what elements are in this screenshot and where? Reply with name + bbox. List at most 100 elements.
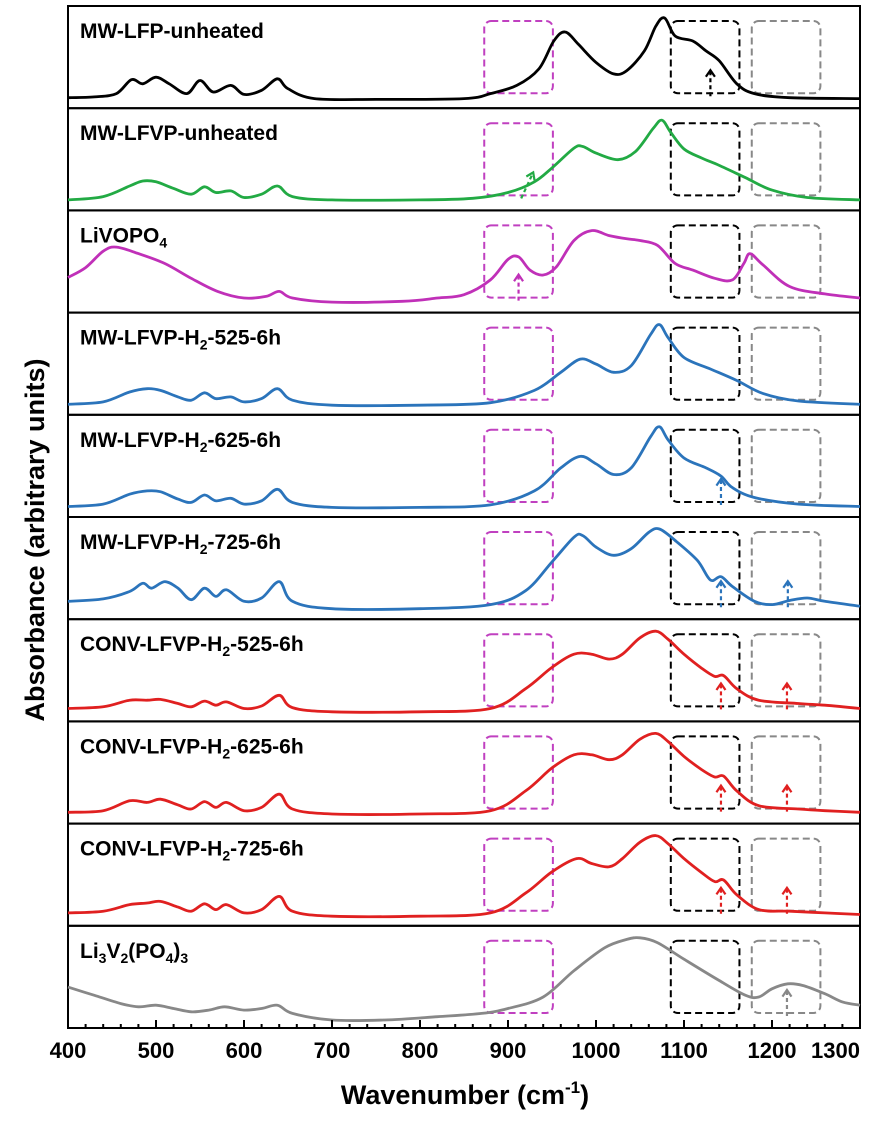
x-tick-label: 1100: [660, 1038, 708, 1063]
series-label-part: CONV-LFVP-H: [80, 838, 222, 861]
magenta-box: [483, 20, 554, 95]
black-box: [669, 633, 741, 708]
series-label: MW-LFVP-unheated: [80, 122, 278, 145]
x-tick-label: 1300: [811, 1038, 860, 1063]
series-label-part: -625-6h: [208, 429, 282, 452]
marker-arrow: [782, 579, 794, 608]
black-box: [669, 224, 741, 299]
series-label: LiVOPO4: [80, 224, 167, 250]
y-axis-label: Absorbance (arbitrary units): [20, 358, 50, 721]
series-label-part: -525-6h: [230, 633, 304, 656]
black-box: [669, 531, 741, 606]
gray-box: [750, 633, 822, 708]
series-label: CONV-LFVP-H2-525-6h: [80, 633, 304, 659]
gray-box: [750, 20, 822, 95]
magenta-box: [483, 224, 554, 299]
marker-arrow: [715, 477, 727, 505]
panel-4: MW-LFVP-H2-525-6h: [67, 311, 861, 416]
black-box: [669, 122, 741, 197]
x-tick-label: 900: [490, 1038, 527, 1063]
x-tick-label: 800: [402, 1038, 439, 1063]
series-label-part: V: [106, 940, 120, 963]
x-tick-label: 1000: [572, 1038, 621, 1063]
magenta-box: [483, 122, 554, 197]
series-label: MW-LFP-unheated: [80, 20, 264, 43]
series-label-subscript: 2: [222, 643, 230, 659]
series-label-subscript: 3: [99, 950, 107, 966]
x-axis-label-end: ): [580, 1080, 589, 1110]
series-label-subscript: 2: [200, 541, 208, 557]
series-label: CONV-LFVP-H2-625-6h: [80, 735, 304, 761]
series-label-part: CONV-LFVP-H: [80, 633, 222, 656]
marker-arrow: [715, 783, 727, 812]
black-box: [669, 939, 741, 1014]
magenta-box: [483, 735, 554, 810]
series-label: CONV-LFVP-H2-725-6h: [80, 838, 304, 864]
panel-7: CONV-LFVP-H2-525-6h: [67, 618, 861, 723]
panel-frame: [67, 924, 861, 1029]
series-label: MW-LFVP-H2-725-6h: [80, 531, 281, 557]
spectrum-line: [67, 936, 861, 1023]
magenta-box: [483, 633, 554, 708]
series-label-part: -725-6h: [208, 531, 282, 554]
series-label-part: -525-6h: [208, 327, 282, 350]
series-label-part: CONV-LFVP-H: [80, 735, 222, 758]
gray-box: [750, 326, 822, 401]
panel-frame: [67, 209, 861, 314]
magenta-box: [483, 531, 554, 606]
panel-5: MW-LFVP-H2-625-6h: [67, 413, 861, 518]
series-label-part: -625-6h: [230, 735, 304, 758]
marker-arrow: [781, 885, 793, 914]
spectrum-line: [67, 629, 861, 714]
series-label: Li3V2(PO4)3: [80, 940, 188, 966]
panels-group: MW-LFP-unheatedMW-LFVP-unheatedLiVOPO4MW…: [67, 5, 861, 1029]
x-axis-label: Wavenumber (cm-1): [341, 1078, 589, 1110]
gray-box: [750, 837, 822, 912]
gray-box: [750, 224, 822, 299]
black-box: [669, 837, 741, 912]
spectrum-line: [67, 118, 861, 202]
series-label-part: MW-LFP-unheated: [80, 20, 264, 43]
x-tick-label: 400: [50, 1038, 87, 1063]
marker-arrow: [715, 885, 727, 914]
series-label-part: (PO: [128, 940, 165, 963]
gray-box: [750, 939, 822, 1014]
magenta-box: [483, 428, 554, 503]
series-label-subscript: 2: [222, 745, 230, 761]
series-label-part: ): [173, 940, 180, 963]
series-label-subscript: 4: [166, 950, 174, 966]
series-label-part: MW-LFVP-H: [80, 429, 200, 452]
magenta-box: [483, 326, 554, 401]
marker-arrow: [781, 783, 793, 812]
panel-9: CONV-LFVP-H2-725-6h: [67, 822, 861, 927]
black-box: [669, 735, 741, 810]
series-label: MW-LFVP-H2-525-6h: [80, 327, 281, 353]
panel-2: MW-LFVP-unheated: [67, 107, 861, 212]
x-axis-label-superscript: -1: [565, 1078, 580, 1097]
gray-box: [750, 428, 822, 503]
marker-arrow: [513, 272, 524, 301]
spectrum-line: [67, 425, 861, 510]
panel-8: CONV-LFVP-H2-625-6h: [67, 720, 861, 825]
spectrum-line: [67, 16, 861, 102]
series-label-subscript: 2: [200, 337, 208, 353]
spectrum-line: [67, 229, 861, 304]
gray-box: [750, 122, 822, 197]
panel-1: MW-LFP-unheated: [67, 5, 861, 110]
series-label-subscript: 2: [200, 439, 208, 455]
magenta-box: [483, 939, 554, 1014]
panel-10: Li3V2(PO4)3: [67, 924, 861, 1029]
x-tick-label: 600: [226, 1038, 263, 1063]
panel-6: MW-LFVP-H2-725-6h: [67, 516, 861, 621]
series-label-subscript: 2: [120, 950, 128, 966]
series-label-part: Li: [80, 940, 99, 963]
panel-3: LiVOPO4: [67, 209, 861, 314]
x-tick-label: 500: [138, 1038, 175, 1063]
marker-arrow: [715, 579, 727, 608]
black-box: [669, 20, 741, 95]
series-label-part: LiVOPO: [80, 224, 159, 247]
black-box: [669, 428, 741, 503]
spectrum-line: [67, 834, 861, 919]
x-tick-label: 1200: [748, 1038, 797, 1063]
black-box: [669, 326, 741, 401]
